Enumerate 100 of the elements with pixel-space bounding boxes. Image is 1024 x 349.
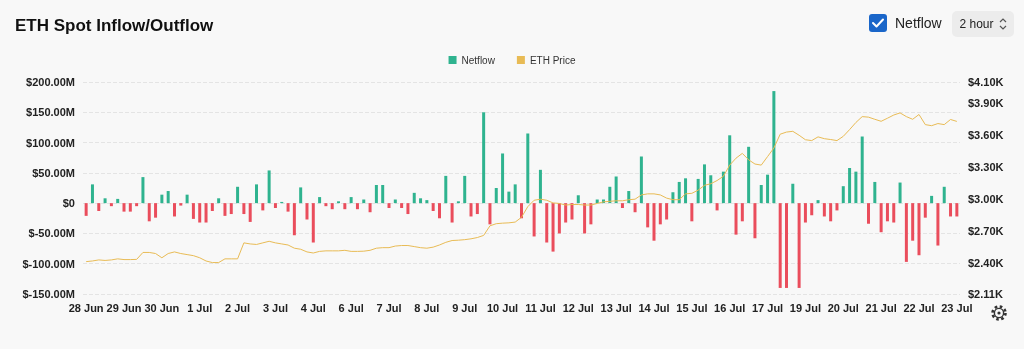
bar xyxy=(917,203,921,256)
bar xyxy=(109,203,113,207)
x-tick-label: 17 Jul xyxy=(751,301,784,314)
bar xyxy=(431,203,435,212)
text: Netflow xyxy=(895,15,942,31)
bar xyxy=(841,186,845,204)
bar xyxy=(84,203,88,216)
bar xyxy=(778,203,782,288)
bar xyxy=(179,203,183,206)
bar xyxy=(160,194,164,204)
x-tick-label: 28 Jun xyxy=(68,301,104,314)
legend-label: ETH Price xyxy=(529,54,576,66)
bar xyxy=(898,182,902,204)
bar xyxy=(387,203,391,208)
bar xyxy=(835,203,839,211)
line-series xyxy=(85,112,958,264)
bar xyxy=(475,203,479,215)
bar xyxy=(658,203,662,225)
bar xyxy=(538,169,542,204)
x-tick-label: 21 Jul xyxy=(865,301,897,314)
bar xyxy=(721,171,725,204)
bar xyxy=(488,203,492,225)
bar xyxy=(608,186,612,204)
bar xyxy=(665,203,669,220)
bar xyxy=(469,203,473,217)
y-tick-label: $50.00M xyxy=(32,166,75,179)
x-tick-label: 2 Jul xyxy=(225,301,251,314)
bar xyxy=(406,203,410,215)
bar xyxy=(854,171,858,204)
legend-label: Netflow xyxy=(461,54,496,66)
bar xyxy=(702,164,706,204)
bar xyxy=(639,156,643,204)
x-tick-label: 14 Jul xyxy=(638,301,670,314)
bar xyxy=(949,203,953,217)
bar xyxy=(684,178,688,204)
bar xyxy=(570,203,574,220)
bar xyxy=(501,153,505,204)
bar xyxy=(172,203,176,217)
x-tick-label: 23 Jul xyxy=(941,301,973,314)
bar xyxy=(217,198,221,204)
bar xyxy=(463,175,467,204)
bar xyxy=(867,203,871,224)
y-tick-label: $0 xyxy=(62,197,75,210)
y2-tick-label: $2.11K xyxy=(968,288,1003,300)
bar xyxy=(614,176,618,204)
bar xyxy=(772,91,776,204)
bar xyxy=(116,198,120,204)
bar xyxy=(734,203,738,235)
bar xyxy=(507,191,511,204)
bar xyxy=(923,203,927,218)
bar xyxy=(90,184,94,204)
bar xyxy=(747,146,751,204)
bar xyxy=(482,112,486,204)
bar xyxy=(904,203,908,262)
bar xyxy=(273,203,277,208)
bar xyxy=(103,198,107,204)
bar xyxy=(204,203,208,223)
bar xyxy=(892,203,896,223)
x-tick-label: 15 Jul xyxy=(676,301,708,314)
bar xyxy=(437,203,441,219)
x-tick-label: 12 Jul xyxy=(562,301,594,314)
bar xyxy=(753,203,757,239)
bar xyxy=(210,203,214,212)
bar xyxy=(816,200,820,204)
bar xyxy=(97,203,101,212)
bar xyxy=(425,200,429,204)
bar xyxy=(494,188,498,204)
bar xyxy=(728,135,732,204)
bar xyxy=(911,203,915,241)
x-tick-label: 22 Jul xyxy=(903,301,935,314)
bar xyxy=(343,203,347,210)
bar xyxy=(261,203,265,211)
bar xyxy=(229,203,233,215)
interval-select: 2 hour xyxy=(952,11,1014,37)
y-tick-label: $-150.00M xyxy=(22,288,75,300)
bar xyxy=(766,174,770,204)
x-tick-label: 30 Jun xyxy=(144,301,180,314)
bar xyxy=(400,203,404,208)
bar xyxy=(620,203,624,208)
bar xyxy=(709,175,713,204)
y2-tick-label: $3.30K xyxy=(968,161,1004,174)
bar xyxy=(791,183,795,204)
bar xyxy=(715,203,719,211)
bar xyxy=(255,184,259,204)
bar xyxy=(557,203,561,234)
bar xyxy=(299,187,303,204)
y-tick-label: $150.00M xyxy=(26,106,75,119)
bar xyxy=(185,194,189,204)
bar xyxy=(166,191,170,204)
bar xyxy=(198,203,202,223)
bar xyxy=(355,203,359,210)
bar xyxy=(236,186,240,204)
bar xyxy=(652,203,656,241)
y-tick-label: $-50.00M xyxy=(28,227,75,240)
x-tick-label: 9 Jul xyxy=(452,301,478,314)
bar xyxy=(885,203,889,222)
bar xyxy=(646,203,650,228)
bar xyxy=(532,203,536,237)
x-tick-label: 10 Jul xyxy=(486,301,519,314)
bar xyxy=(829,203,833,222)
